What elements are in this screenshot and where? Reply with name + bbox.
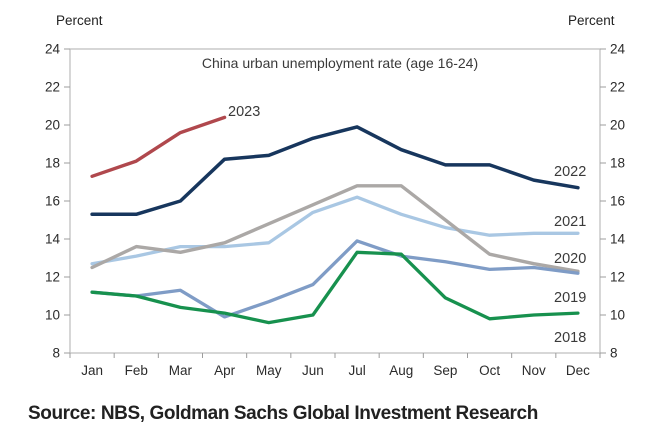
y-tick-label-right: 18 bbox=[610, 156, 625, 171]
month-label-Dec: Dec bbox=[566, 363, 590, 378]
series-label-2020: 2020 bbox=[554, 251, 586, 267]
y-tick-label-right: 10 bbox=[610, 308, 625, 323]
y-tick-label-left: 14 bbox=[45, 232, 61, 247]
y-tick-label-left: 12 bbox=[45, 270, 60, 285]
month-label-May: May bbox=[256, 363, 282, 378]
source-attribution: Source: NBS, Goldman Sachs Global Invest… bbox=[28, 403, 538, 424]
series-line-2021 bbox=[90, 195, 580, 266]
series-line-2018 bbox=[90, 250, 580, 325]
y-tick-label-right: 20 bbox=[610, 118, 625, 133]
series-label-2023: 2023 bbox=[228, 104, 260, 120]
series-line-2019 bbox=[90, 239, 580, 319]
month-label-Jan: Jan bbox=[81, 363, 103, 378]
month-label-Aug: Aug bbox=[389, 363, 413, 378]
y-tick-label-right: 14 bbox=[610, 232, 626, 247]
month-label-Sep: Sep bbox=[433, 363, 457, 378]
series-line-2023 bbox=[90, 115, 227, 179]
y-tick-label-left: 24 bbox=[45, 42, 61, 57]
y-tick-label-left: 16 bbox=[45, 194, 60, 209]
y-axis-unit-left: Percent bbox=[56, 13, 103, 28]
series-label-2022: 2022 bbox=[554, 164, 586, 180]
month-label-Mar: Mar bbox=[169, 363, 193, 378]
month-label-Apr: Apr bbox=[214, 363, 236, 378]
series-line-2020 bbox=[90, 184, 580, 273]
series-label-2018: 2018 bbox=[554, 330, 586, 346]
month-label-Feb: Feb bbox=[125, 363, 148, 378]
series-label-2021: 2021 bbox=[554, 214, 586, 230]
y-tick-label-left: 8 bbox=[52, 346, 60, 361]
y-tick-label-right: 22 bbox=[610, 80, 625, 95]
y-tick-label-left: 22 bbox=[45, 80, 60, 95]
y-tick-label-left: 10 bbox=[45, 308, 60, 323]
month-label-Nov: Nov bbox=[522, 363, 546, 378]
y-axis-unit-right: Percent bbox=[568, 13, 615, 28]
series-label-2019: 2019 bbox=[554, 290, 586, 306]
chart-title: China urban unemployment rate (age 16-24… bbox=[201, 55, 479, 71]
month-label-Jul: Jul bbox=[348, 363, 365, 378]
y-tick-label-right: 16 bbox=[610, 194, 625, 209]
month-label-Jun: Jun bbox=[302, 363, 324, 378]
y-tick-label-right: 12 bbox=[610, 270, 625, 285]
y-tick-label-right: 24 bbox=[610, 42, 626, 57]
month-label-Oct: Oct bbox=[479, 363, 500, 378]
plot-border bbox=[69, 48, 601, 354]
chart: 8 8 10 10 12 12 14 14 16 16 18 18 20 20 22 22 24 24 Jan Feb… bbox=[45, 13, 626, 379]
y-tick-label-right: 8 bbox=[610, 346, 618, 361]
series-line-2022 bbox=[90, 125, 580, 217]
y-tick-label-left: 18 bbox=[45, 156, 60, 171]
y-tick-label-left: 20 bbox=[45, 118, 60, 133]
